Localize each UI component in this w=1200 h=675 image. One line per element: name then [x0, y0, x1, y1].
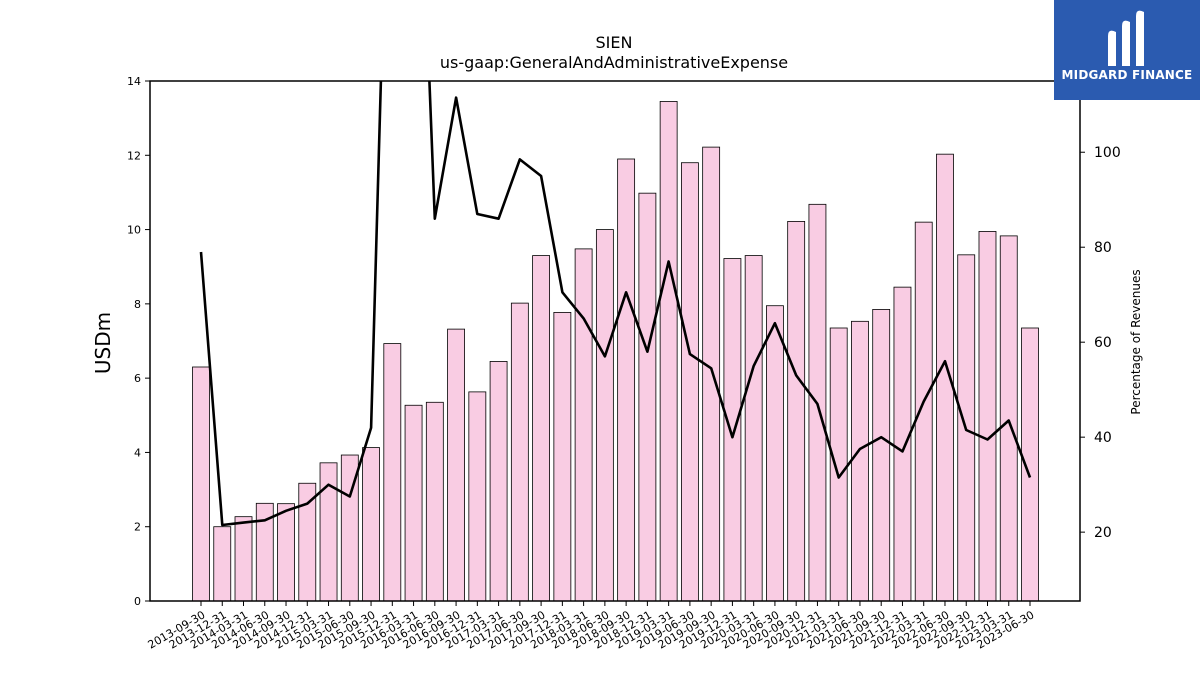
bar — [362, 447, 380, 602]
bar — [213, 526, 232, 602]
line-group — [199, 81, 1032, 527]
bar — [744, 255, 763, 602]
y2-tick-label: 40 — [1094, 430, 1112, 446]
plot-frame — [149, 80, 1081, 602]
y-tick-label: 10 — [127, 224, 141, 237]
bar — [425, 401, 444, 602]
brand-logo: MIDGARD FINANCE — [1054, 0, 1200, 100]
logo-mark-icon — [1108, 10, 1144, 67]
axes: 02468101214204060801002013-09-302013-12-… — [127, 75, 1121, 652]
y-tick-label: 8 — [134, 298, 141, 311]
bar — [851, 320, 869, 602]
bar — [702, 146, 721, 602]
y2-axis-label: Percentage of Revenues — [1129, 269, 1143, 414]
bar — [872, 309, 891, 602]
bar — [659, 101, 678, 602]
bar — [595, 229, 614, 602]
y-tick-label: 0 — [134, 595, 141, 608]
bar — [532, 255, 551, 602]
bar — [617, 158, 636, 602]
bar — [234, 516, 253, 602]
bar — [978, 231, 997, 602]
bar — [404, 404, 423, 602]
y-tick-label: 14 — [127, 75, 141, 88]
y-tick-label: 12 — [127, 149, 141, 162]
bar — [192, 366, 210, 602]
chart-subtitle: us-gaap:GeneralAndAdministrativeExpense — [440, 53, 788, 72]
bar — [277, 503, 295, 602]
y-tick-label: 2 — [134, 521, 141, 534]
bar — [680, 162, 699, 602]
bar-group — [192, 101, 1039, 602]
bar — [766, 305, 784, 602]
bar — [787, 220, 806, 602]
y2-tick-label: 60 — [1094, 335, 1112, 351]
bar — [723, 258, 742, 602]
logo-text: MIDGARD FINANCE — [1061, 68, 1193, 82]
bar — [489, 361, 508, 602]
bar — [914, 221, 933, 602]
bar — [553, 311, 572, 602]
bar — [383, 343, 402, 602]
bar — [574, 248, 593, 602]
bar — [298, 482, 317, 602]
chart-title: SIEN — [596, 33, 633, 52]
bar — [829, 327, 848, 602]
bar — [447, 328, 465, 602]
bar — [638, 192, 657, 602]
y-axis-label: USDm — [91, 312, 115, 374]
y2-tick-label: 100 — [1094, 145, 1121, 161]
y-tick-label: 4 — [134, 446, 141, 459]
bar — [468, 391, 487, 602]
percentage-line — [199, 81, 1032, 527]
bar — [893, 286, 912, 602]
bar — [999, 235, 1018, 602]
y-tick-label: 6 — [134, 372, 141, 385]
bar — [510, 302, 529, 602]
y2-tick-label: 80 — [1094, 240, 1112, 256]
y2-tick-label: 20 — [1094, 525, 1112, 541]
